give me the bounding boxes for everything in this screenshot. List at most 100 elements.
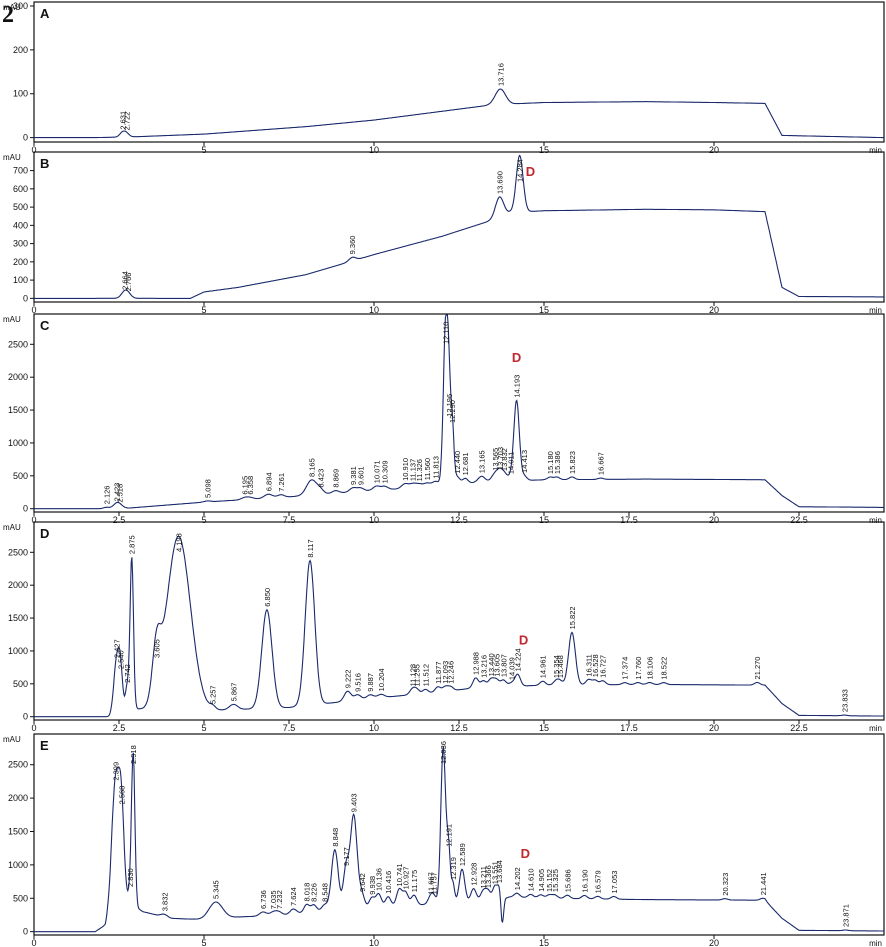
y-axis-label: mAU [3, 315, 21, 324]
y-tick-label: 100 [13, 89, 28, 99]
peak-label: 9.887 [366, 673, 375, 692]
peak-label: 13.211 [479, 866, 488, 888]
peak-label: 14.011 [506, 452, 515, 474]
peak-label: 11.326 [415, 459, 424, 481]
peak-label: 10.071 [372, 460, 381, 483]
x-tick-label: 22.5 [790, 723, 808, 733]
y-tick-label: 500 [13, 893, 28, 903]
marker-d: D [521, 846, 530, 861]
x-tick-label: 12.5 [450, 723, 468, 733]
peak-label: 2.399 [112, 762, 121, 781]
x-tick-label: 10 [369, 515, 379, 525]
peak-label: 12.290 [448, 400, 457, 423]
peak-label: 23.833 [840, 689, 849, 712]
peak-label: 18.106 [646, 657, 655, 680]
peak-label: 2.722 [122, 112, 131, 131]
x-tick-label: 5 [201, 723, 206, 733]
peak-label: 16.528 [591, 654, 600, 677]
peak-label: 9.222 [344, 670, 353, 689]
peak-label: 13.440 [487, 653, 496, 676]
peak-label: 20.323 [721, 873, 730, 896]
peak-label: 13.703 [496, 447, 505, 470]
peak-label: 8.117 [306, 539, 315, 557]
peak-label: 13.716 [496, 63, 505, 86]
y-axis-label: mAU [3, 735, 21, 744]
peak-label: 8.018 [303, 883, 312, 902]
peak-label: 13.565 [491, 448, 500, 471]
peak-label: 5.098 [203, 479, 212, 498]
peak-label: 15.822 [568, 606, 577, 629]
panel-label: C [40, 318, 50, 333]
x-tick-label: 7.5 [283, 515, 296, 525]
plot-frame [33, 313, 885, 513]
peak-label: 2.568 [117, 786, 126, 805]
peak-label: 11.128 [408, 664, 417, 686]
y-tick-label: 200 [13, 45, 28, 55]
figure-number: 2 [2, 2, 14, 28]
y-tick-label: 500 [13, 679, 28, 689]
peak-label: 10.204 [377, 668, 386, 691]
peak-label: 10.910 [401, 458, 410, 481]
peak-label: 2.918 [129, 745, 138, 764]
peak-label: 21.441 [759, 872, 768, 895]
y-tick-label: 0 [23, 927, 28, 937]
plot-frame [33, 1, 885, 143]
peak-label: 2.875 [128, 535, 137, 554]
peak-label: 8.548 [321, 883, 330, 902]
peak-label: 7.035 [269, 890, 278, 909]
peak-label: 13.551 [491, 861, 500, 884]
peak-label: 4.198 [175, 533, 184, 552]
y-tick-label: 1500 [8, 826, 28, 836]
peak-label: 15.180 [546, 451, 555, 474]
peak-label: 14.193 [513, 375, 522, 398]
peak-label: 7.624 [289, 887, 298, 906]
peak-label: 8.165 [308, 458, 317, 477]
peak-label: 9.177 [342, 847, 351, 866]
panel-label: E [40, 738, 49, 753]
peak-label: 15.325 [551, 869, 560, 892]
peak-label: 9.403 [350, 793, 359, 812]
peak-label: 2.540 [116, 650, 125, 669]
peak-label: 2.664 [120, 271, 129, 290]
y-tick-label: 2000 [8, 372, 28, 382]
peak-label: 6.358 [246, 476, 255, 495]
peak-label: 14.224 [514, 648, 523, 671]
y-tick-label: 700 [13, 166, 28, 176]
peak-label: 10.136 [375, 868, 384, 891]
peak-label: 18.522 [660, 657, 669, 680]
chromatogram-trace [34, 154, 884, 299]
peak-label: 9.516 [354, 673, 363, 692]
x-tick-label: 17.5 [620, 515, 638, 525]
peak-label: 16.311 [585, 654, 594, 676]
x-tick-label: 15 [539, 938, 549, 947]
peak-label: 2.427 [113, 639, 122, 658]
x-axis-unit: min [869, 146, 882, 155]
peak-label: 2.423 [112, 483, 121, 502]
x-axis-unit: min [869, 724, 882, 733]
chromatogram-trace [34, 535, 885, 718]
peak-label: 23.871 [842, 904, 851, 927]
peak-label: 11.255 [413, 664, 422, 686]
peak-label: 10.741 [395, 863, 404, 886]
peak-label: 5.257 [209, 685, 218, 704]
x-tick-label: 15 [539, 305, 549, 315]
x-tick-label: 20 [709, 305, 719, 315]
y-axis-label: mAU [3, 3, 21, 12]
x-tick-label: 20 [709, 515, 719, 525]
peak-label: 9.938 [368, 876, 377, 895]
peak-label: 8.848 [331, 828, 340, 847]
marker-d: D [512, 350, 521, 365]
peak-label: 12.110 [442, 322, 451, 344]
y-tick-label: 200 [13, 257, 28, 267]
x-tick-label: 5 [201, 145, 206, 155]
panel-label: A [40, 6, 50, 21]
peak-label: 12.319 [449, 857, 458, 880]
peak-label: 14.202 [513, 867, 522, 890]
panel-e: mAU 0 500 1000 1500 2000 2500 0 5 10 15 20 min E 2.399… [3, 733, 885, 947]
peak-label: 7.232 [275, 890, 284, 909]
peak-label: 12.196 [445, 394, 454, 417]
peak-label: 6.850 [263, 588, 272, 607]
peak-label: 9.381 [349, 466, 358, 485]
peak-label: 15.386 [553, 451, 562, 474]
peak-label: 9.642 [358, 873, 367, 892]
